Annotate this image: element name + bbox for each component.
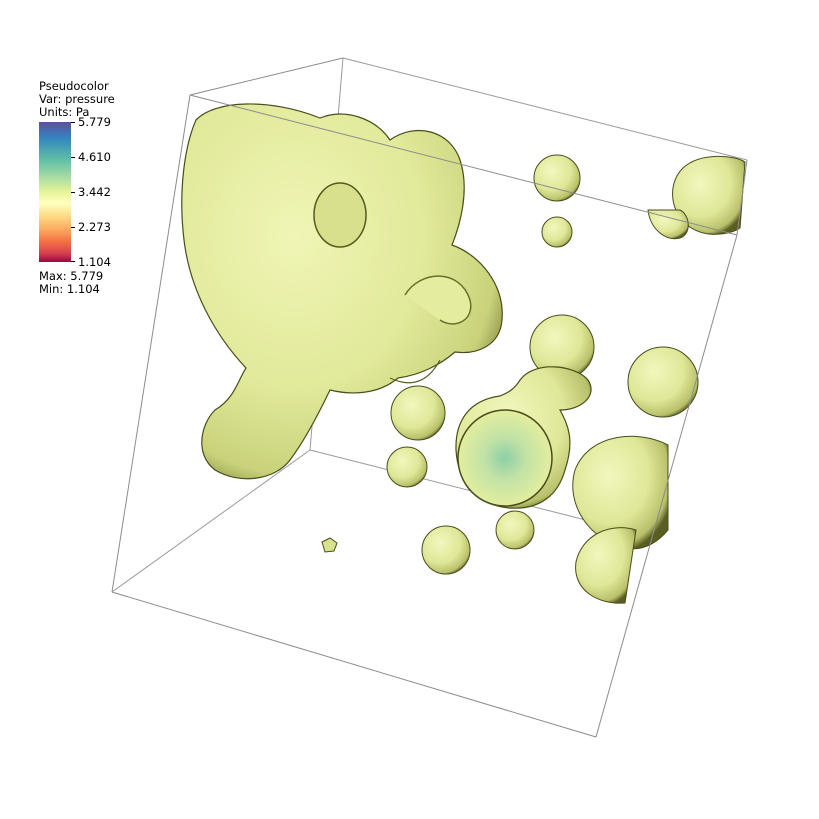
legend-max: Max: 5.779: [39, 269, 104, 283]
colorbar-tick-label: 1.104: [78, 255, 111, 269]
droplet-clipped: [672, 155, 746, 235]
droplet: [421, 525, 471, 575]
colorbar-tick-label: 5.779: [78, 115, 111, 129]
pseudocolor-legend: Pseudocolor Var: pressure Units: Pa 5.77…: [39, 79, 159, 296]
droplet: [390, 385, 446, 441]
bounding-box-front: [111, 57, 748, 738]
blob-snout: [404, 275, 472, 325]
colorbar-tick-label: 2.273: [78, 220, 111, 234]
droplet: [627, 346, 699, 418]
droplet-tiny: [321, 537, 338, 553]
legend-stats: Max: 5.779 Min: 1.104: [39, 270, 103, 296]
colorbar-tick-label: 4.610: [78, 150, 111, 164]
droplet-clipped: [575, 527, 637, 604]
droplet: [386, 446, 428, 488]
droplet: [647, 209, 689, 240]
droplet-clipped: [572, 435, 669, 550]
blob-eye-bump: [313, 182, 367, 248]
clipped-droplet-pressure[interactable]: [455, 366, 592, 509]
droplet: [541, 216, 573, 248]
droplets: [321, 154, 746, 604]
large-isosurface-blob[interactable]: [181, 103, 503, 480]
legend-title: Pseudocolor: [39, 79, 109, 93]
colorbar-tick-label: 3.442: [78, 185, 111, 199]
droplet: [495, 510, 535, 550]
legend-variable: Var: pressure: [39, 92, 115, 106]
legend-min: Min: 1.104: [39, 282, 100, 296]
legend-units: Units: Pa: [39, 105, 90, 119]
colorbar: [39, 122, 71, 262]
droplet: [533, 154, 581, 202]
